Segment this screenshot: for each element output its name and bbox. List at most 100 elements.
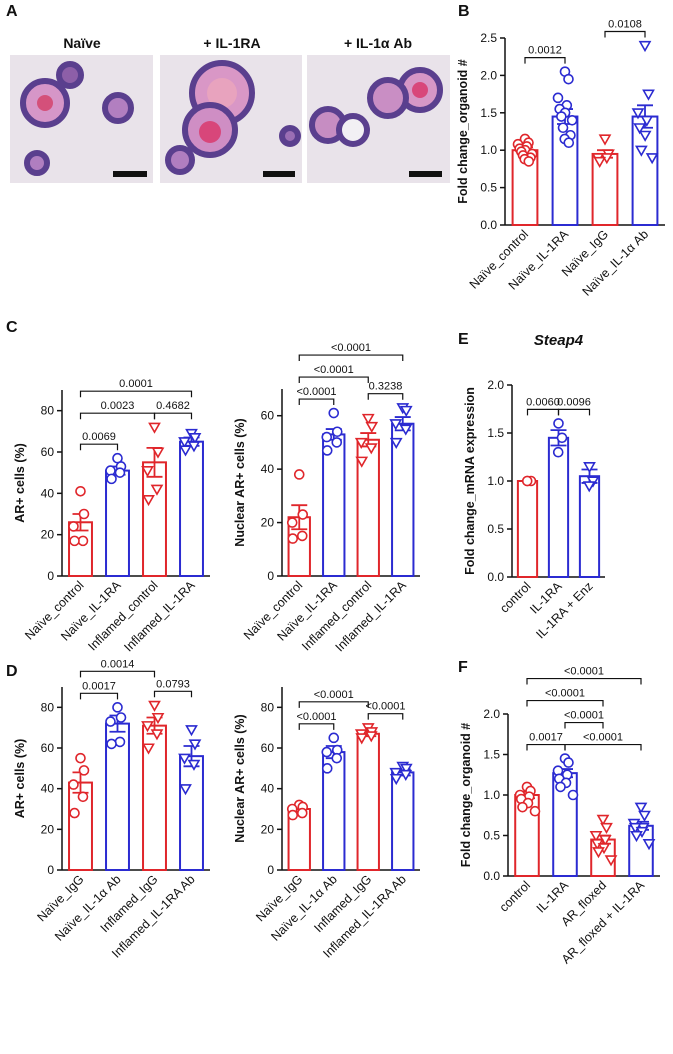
micrograph: [10, 55, 153, 183]
y-tick-label: 60: [261, 409, 275, 423]
data-point: [141, 466, 154, 478]
data-point: [521, 475, 533, 487]
p-value: <0.0001: [545, 688, 585, 700]
bar: [179, 440, 204, 577]
y-tick-label: 20: [41, 528, 55, 542]
data-point: [600, 822, 613, 835]
data-point: [148, 700, 161, 712]
y-tick-label: 2.0: [483, 707, 500, 721]
significance-bracket: [153, 690, 193, 698]
p-value: 0.4682: [156, 400, 190, 412]
significance-bracket: [604, 30, 646, 38]
p-value: <0.0001: [296, 711, 336, 723]
data-point: [399, 769, 413, 782]
data-point: [389, 437, 403, 450]
significance-bracket: [557, 408, 591, 416]
data-point: [142, 743, 155, 755]
data-point: [296, 807, 308, 819]
p-value: 0.0108: [608, 18, 642, 30]
y-axis-label: AR+ cells (%): [13, 739, 27, 819]
significance-bracket: [298, 376, 369, 384]
data-point: [389, 419, 403, 431]
data-point: [179, 445, 192, 457]
data-point: [68, 779, 79, 790]
y-tick-label: 0: [47, 569, 54, 583]
panel-label: F: [458, 659, 468, 676]
data-point: [589, 830, 603, 843]
y-tick-label: 40: [261, 782, 275, 796]
y-tick-label: 1.0: [487, 474, 504, 488]
significance-bracket: [526, 408, 560, 416]
data-point: [331, 426, 343, 438]
y-tick-label: 2.0: [487, 378, 504, 392]
x-tick-label: control: [497, 878, 533, 914]
y-tick-label: 20: [41, 822, 55, 836]
data-point: [75, 752, 86, 764]
y-axis-label: Nuclear AR+ cells (%): [233, 714, 247, 842]
significance-bracket: [524, 57, 566, 64]
data-point: [75, 485, 86, 497]
data-point: [148, 422, 161, 434]
image-title: + IL-1RA: [203, 35, 260, 51]
chart: 0.0 0.5 1.0 1.5 2.0 Fold change_mRNA expressi…: [458, 331, 605, 641]
data-point: [556, 111, 567, 122]
y-axis-label: Fold change_organoid #: [456, 59, 470, 204]
data-point: [178, 437, 191, 449]
data-point: [321, 431, 333, 443]
data-point: [287, 809, 299, 821]
panel-label: E: [458, 331, 469, 348]
data-point: [592, 847, 605, 859]
data-point: [179, 784, 192, 796]
y-tick-label: 0.0: [480, 218, 497, 232]
y-tick-label: 80: [41, 700, 55, 714]
panel-label: D: [6, 663, 18, 680]
data-point: [321, 746, 333, 758]
y-tick-label: 80: [261, 700, 275, 714]
bar: [547, 436, 570, 578]
data-point: [321, 763, 333, 774]
data-point: [114, 736, 126, 748]
significance-bracket: [298, 701, 369, 708]
p-value: <0.0001: [314, 364, 354, 376]
bar: [516, 480, 539, 578]
p-value: <0.0001: [314, 689, 354, 701]
data-point: [593, 156, 607, 169]
p-value: <0.0001: [331, 342, 371, 354]
x-tick-label: IL-1RA: [534, 878, 572, 916]
y-tick-label: 0.5: [483, 829, 500, 843]
data-point: [296, 530, 308, 542]
y-axis-label: AR+ cells (%): [13, 443, 27, 523]
significance-bracket: [526, 743, 566, 751]
significance-bracket: [526, 677, 642, 685]
y-tick-label: 0: [47, 863, 54, 877]
data-point: [638, 40, 652, 53]
panel-label: C: [6, 319, 18, 336]
data-point: [604, 855, 618, 867]
data-point: [150, 729, 164, 741]
y-axis-label: Nuclear AR+ cells (%): [233, 418, 247, 546]
data-point: [150, 484, 164, 496]
significance-bracket: [79, 443, 119, 451]
p-value: 0.0014: [101, 658, 135, 670]
y-tick-label: 40: [261, 462, 275, 476]
data-point: [399, 424, 413, 436]
panel-a: A Naïve + IL-1RA + IL-1α Ab: [6, 3, 450, 183]
data-point: [321, 445, 333, 456]
data-point: [185, 725, 198, 737]
x-tick-label: control: [497, 579, 533, 615]
data-point: [389, 767, 403, 780]
data-point: [105, 716, 116, 727]
data-point: [631, 108, 645, 120]
significance-bracket: [79, 692, 119, 700]
data-point: [582, 481, 596, 493]
significance-bracket: [367, 713, 404, 720]
data-point: [361, 413, 375, 425]
y-tick-label: 60: [41, 445, 55, 459]
data-point: [567, 789, 579, 801]
significance-bracket: [79, 412, 156, 420]
p-value: 0.0793: [156, 678, 190, 690]
